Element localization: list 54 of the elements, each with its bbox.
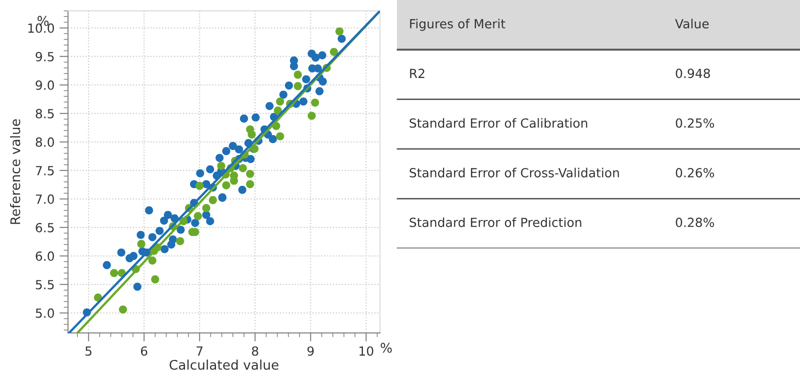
x-tick-label: 9 [307,346,314,356]
point [217,162,226,170]
text: 0.25% [676,118,714,128]
y-tick-label: 8.0 [36,137,54,147]
text: 0.948 [676,68,710,78]
point [248,130,256,139]
point [276,97,284,106]
point [238,164,247,172]
point [308,112,316,120]
text: 0.26% [676,168,714,178]
x-tick-label: 7 [196,346,202,356]
point [148,256,156,265]
x-tick-label: 5 [86,346,92,356]
point [137,240,146,248]
x-tick-label: 6 [140,346,148,356]
text: Standard Error of Prediction [410,217,582,228]
point [274,106,282,115]
text: R2 [410,68,424,78]
y-tick-label: 9.5 [36,52,54,62]
x-axis-title: Calculated value [170,360,278,370]
text: Figures of Merit [410,18,506,31]
text: Value [675,18,709,28]
point [196,182,204,190]
point [294,70,302,79]
point [194,212,202,220]
point [294,82,302,90]
point [176,237,184,246]
text: Standard Error of Calibration [410,118,588,128]
point [208,196,217,204]
point [310,98,320,107]
y-tick-label: 6.5 [36,222,54,232]
y-tick-label: 6.0 [36,251,54,261]
point [246,170,254,178]
y-tick-label: 8.5 [36,108,54,118]
point [276,132,284,140]
text: 0.28% [676,218,714,228]
y-tick-label: 7.5 [36,166,54,176]
point [151,275,160,284]
x-tick-label: 10 [360,346,374,356]
point [330,48,338,56]
text: Standard Error of Cross-Validation [410,168,619,178]
y-tick-label: 9.0 [36,80,54,90]
y-tick-label: 5.5 [36,280,54,290]
text: % [380,342,392,353]
point [118,305,128,314]
y-tick-label: 5.0 [36,308,54,318]
x-tick-label: 8 [252,346,258,356]
point [335,27,344,36]
point [222,181,230,190]
y-tick-label: 7.0 [36,194,54,204]
point [202,204,210,212]
point [246,180,254,188]
y-axis-title: Reference value [10,119,20,224]
point [110,269,118,278]
